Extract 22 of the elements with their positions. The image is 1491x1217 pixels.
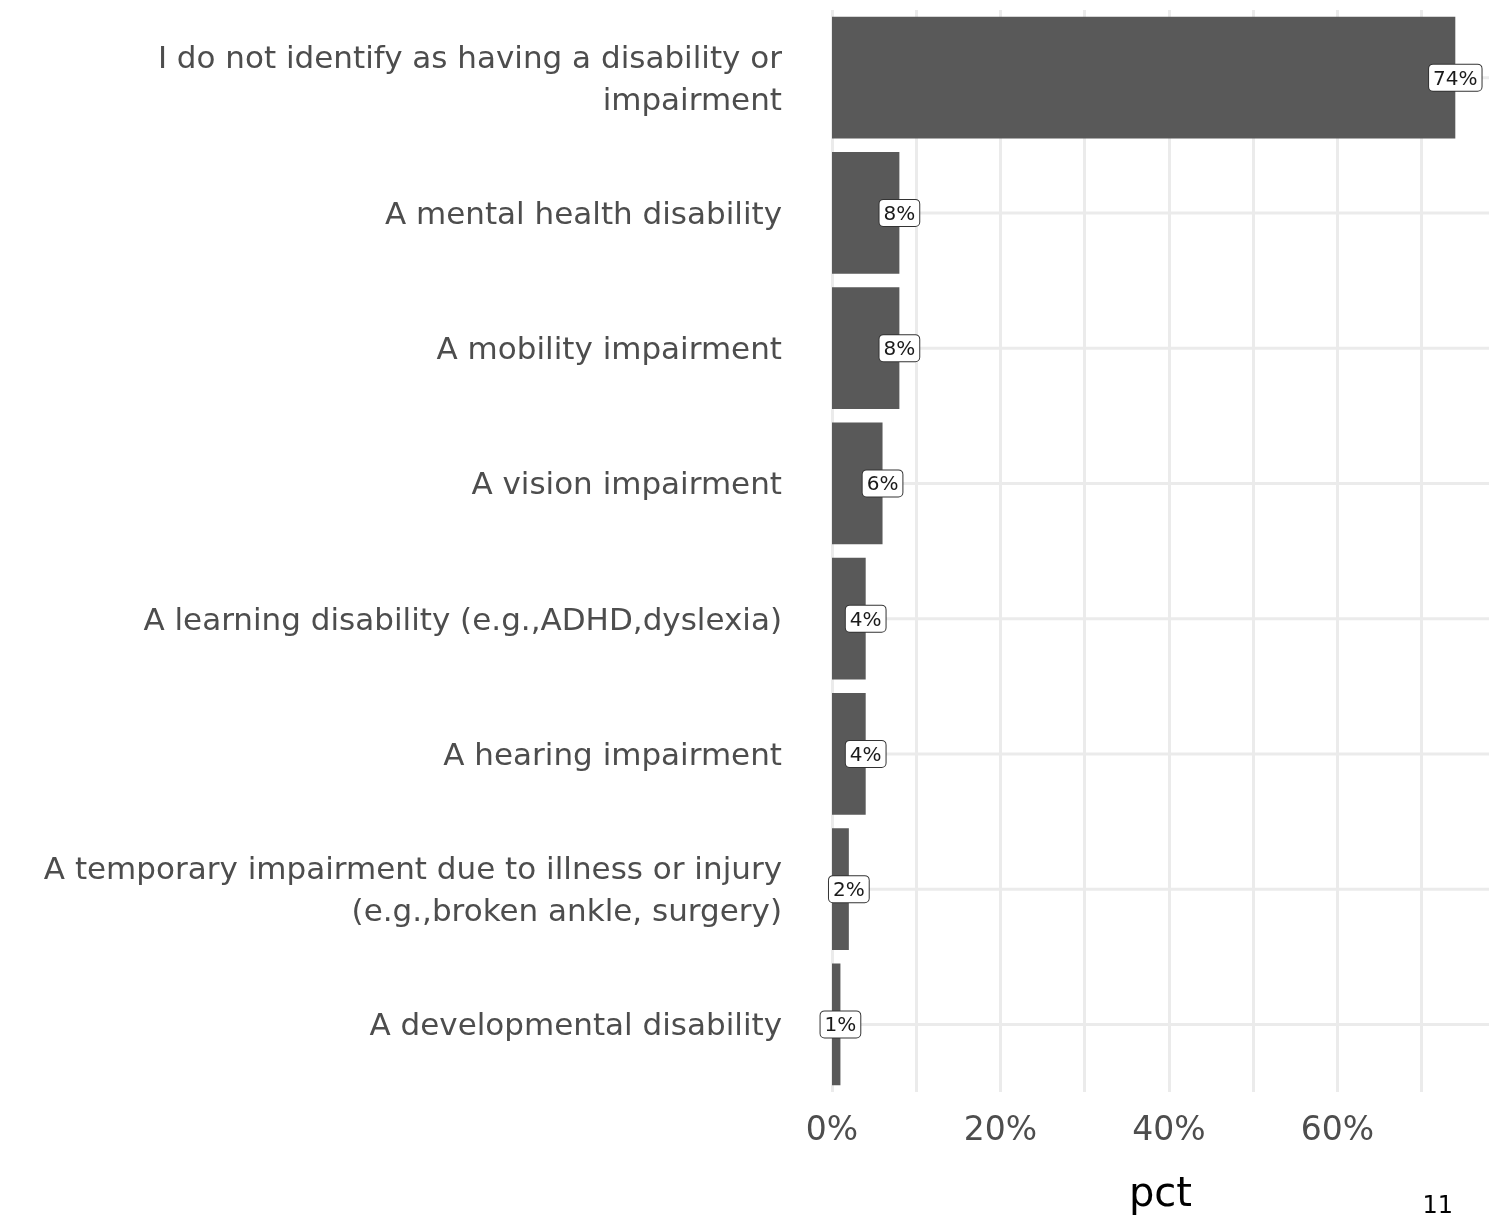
x-tick-label: 0% (805, 1109, 859, 1148)
data-label: 8% (883, 200, 916, 225)
y-tick-label: A developmental disability (369, 1006, 782, 1043)
data-label: 4% (849, 741, 882, 766)
y-tick-label: I do not identify as having a disability or impairment (157, 38, 783, 117)
y-tick-label: A mobility impairment (436, 330, 782, 367)
x-tick-label: 40% (1132, 1109, 1206, 1148)
data-label: 74% (1433, 65, 1478, 90)
y-tick-label: A temporary impairment due to illness or injury (e.g.,broken ankle, surgery) (43, 850, 782, 929)
data-label: 6% (866, 471, 899, 496)
x-tick-label: 20% (963, 1109, 1038, 1148)
x-tick-label: 60% (1300, 1109, 1375, 1148)
y-tick-label: A learning disability (e.g.,ADHD,dyslexia) (143, 600, 782, 637)
data-label: 4% (849, 606, 882, 631)
data-label: 1% (824, 1012, 857, 1037)
x-axis-title: pct (1128, 1169, 1193, 1215)
y-tick-label: A mental health disability (384, 194, 782, 231)
text: 11 (1422, 1191, 1454, 1217)
data-label: 2% (832, 877, 865, 902)
y-tick-label: A vision impairment (471, 465, 782, 502)
data-label: 8% (883, 336, 916, 361)
y-tick-label: A hearing impairment (443, 735, 782, 772)
